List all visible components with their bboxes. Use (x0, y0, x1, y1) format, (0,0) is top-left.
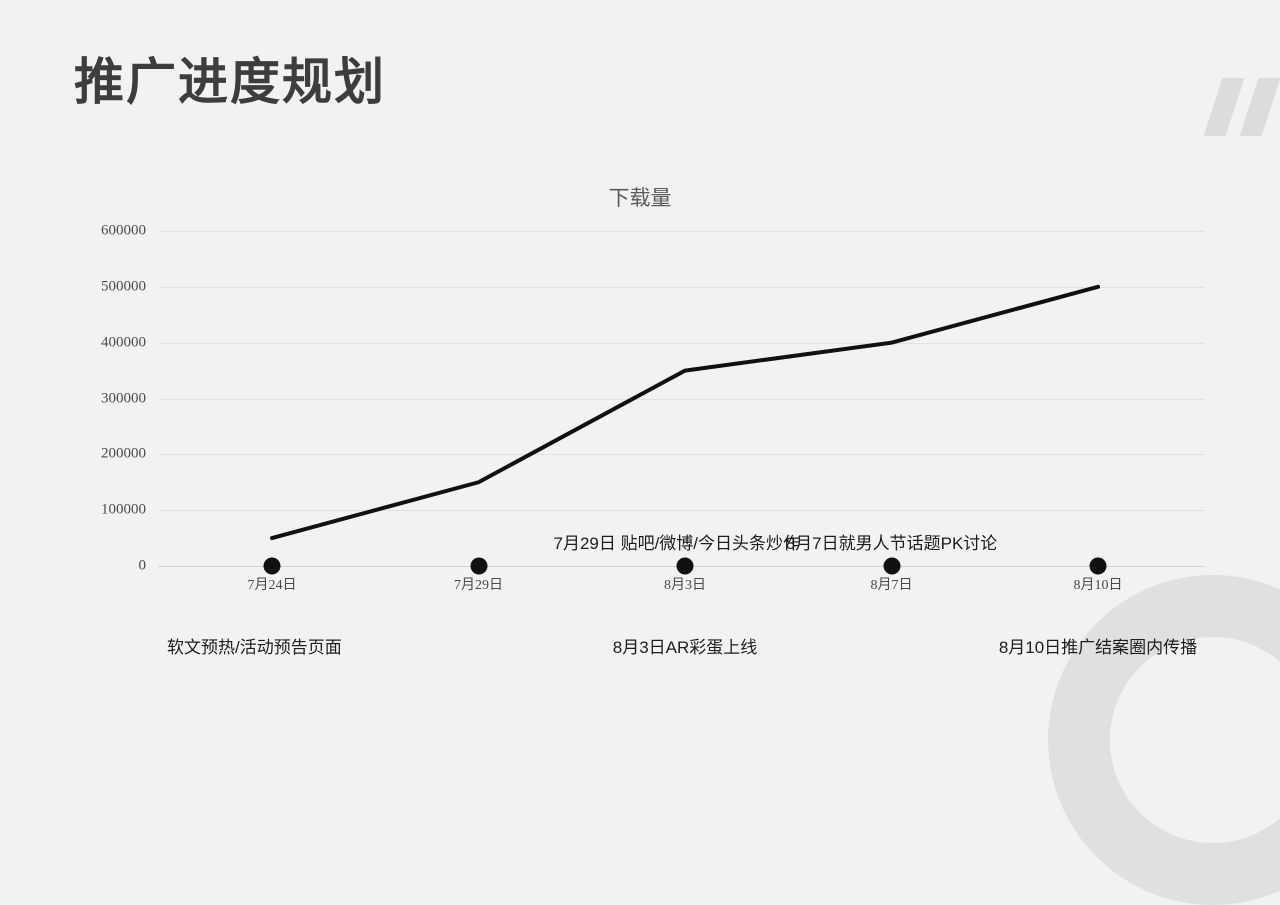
y-tick-label: 300000 (101, 390, 146, 406)
download-volume-line-chart: 下载量 0 100000 200000 300000 400000 500000 60000… (101, 186, 1205, 657)
timeline-marker-dot (470, 557, 487, 575)
gridline (158, 398, 1205, 400)
gridline (158, 454, 1205, 456)
x-tick-label: 8月10日 (1073, 578, 1123, 593)
y-tick-label: 600000 (101, 222, 146, 239)
y-tick-label: 500000 (101, 278, 146, 295)
x-tick-label: 8月7日 (870, 578, 913, 593)
chart-series-line (270, 284, 1100, 541)
gridline (158, 231, 1205, 232)
chart-annotation: 软文预热/活动预告页面 (167, 638, 342, 657)
y-tick-label: 400000 (101, 334, 146, 351)
gridline (158, 510, 1205, 512)
chart-title: 下载量 (608, 186, 672, 210)
gridline (158, 286, 1205, 288)
chart-annotation: 8月10日推广结案圈内传播 (998, 638, 1198, 657)
x-tick-label: 8月3日 (664, 578, 706, 593)
page-title: 推广进度规划 (74, 54, 386, 110)
y-tick-label: 200000 (101, 445, 146, 462)
x-tick-label: 7月24日 (247, 578, 297, 593)
x-tick-label: 7月29日 (454, 578, 503, 593)
gridline (158, 342, 1205, 344)
timeline-marker-dot (1089, 557, 1107, 575)
chart-annotation: 8月3日AR彩蛋上线 (612, 638, 758, 657)
y-tick-label: 0 (138, 557, 147, 574)
timeline-marker-dot (676, 557, 694, 575)
chart-annotation: 7月29日 贴吧/微博/今日头条炒作 (553, 534, 801, 553)
chart-annotation: 8月7日就男人节话题PK讨论 (785, 534, 998, 553)
timeline-marker-dot (263, 557, 281, 575)
y-tick-label: 100000 (101, 501, 146, 518)
timeline-marker-dot (883, 557, 900, 575)
